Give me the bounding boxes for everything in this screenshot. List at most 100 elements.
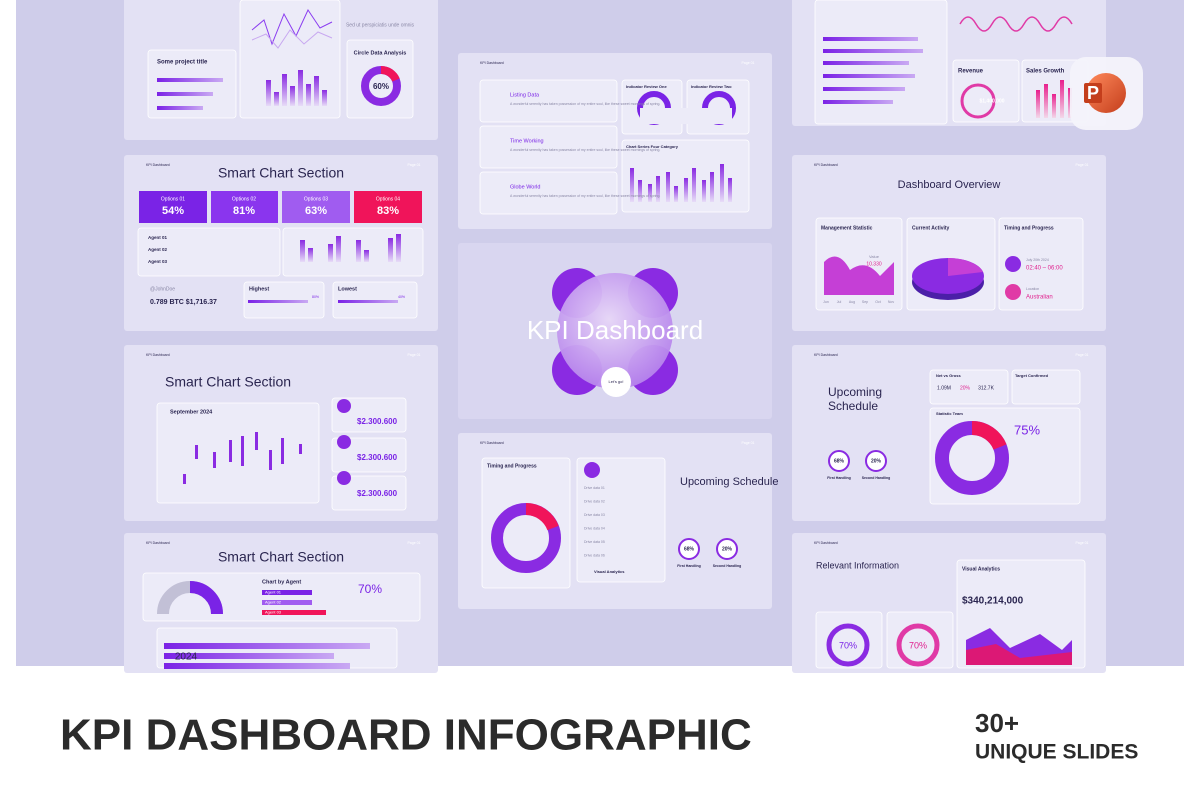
label: 70%: [909, 640, 927, 650]
label: Page 01: [407, 163, 420, 167]
label: Page 01: [1075, 353, 1088, 357]
card: [479, 171, 618, 215]
label: Visual Analytics: [962, 566, 1000, 572]
label: Drive data 02: [584, 499, 605, 503]
label: KPI Dashboard: [146, 163, 170, 167]
label: 02:40 – 06:00: [1026, 266, 1063, 272]
card: [479, 79, 618, 123]
label: Current Activity: [912, 225, 950, 231]
label: Timing and Progress: [1004, 225, 1054, 231]
cover-title: KPI Dashboard: [527, 315, 703, 345]
label: 80%: [312, 295, 319, 299]
label: KPI Dashboard: [146, 353, 170, 357]
label: 83%: [377, 205, 399, 217]
card: [137, 227, 281, 277]
slide-title: Smart Chart Section: [218, 165, 344, 181]
label: Chart by Agent: [262, 579, 301, 585]
slide-title: Dashboard Overview: [898, 179, 1001, 191]
label: 81%: [233, 205, 255, 217]
sparkline: [251, 29, 333, 49]
sparkline: [251, 8, 333, 46]
label: Second Handling: [713, 564, 742, 568]
label: Drive data 01: [584, 486, 605, 490]
label: Highest: [249, 286, 269, 292]
label: KPI Dashboard: [814, 353, 838, 357]
label: 20%: [960, 385, 971, 391]
label: KPI Dashboard: [480, 441, 504, 445]
slide-count-label: UNIQUE SLIDES: [975, 741, 1138, 764]
card: [929, 369, 1009, 405]
card: [952, 59, 1020, 123]
label: 20%: [871, 458, 882, 464]
label: Lowest: [338, 286, 357, 292]
label: Management Statistic: [821, 225, 873, 231]
label: Relevant Information: [816, 560, 899, 570]
label: Circle Data Analysis: [354, 50, 407, 56]
label: Australian: [1026, 295, 1053, 301]
label: Options 03: [304, 196, 328, 202]
label: Agent 03: [148, 259, 168, 264]
card: [331, 475, 407, 511]
label: July 20th 2024: [1026, 258, 1049, 262]
label: $2.300.600: [357, 453, 398, 462]
label: Drive data 06: [584, 553, 605, 557]
label: Page 01: [741, 441, 754, 445]
label: Jul: [837, 300, 842, 304]
label: A wonderful serenity has taken possessio…: [510, 194, 660, 198]
label: Time Working: [510, 138, 544, 144]
label: 2024: [175, 652, 198, 663]
card: [1011, 369, 1081, 405]
label: Net vs Gross: [936, 373, 961, 378]
banner-title: KPI DASHBOARD INFOGRAPHIC: [60, 711, 752, 760]
label: Jun: [823, 300, 829, 304]
label: Drive data 05: [584, 540, 605, 544]
app-icon-letter: P: [1087, 83, 1099, 103]
label: Indicator Review One: [626, 84, 667, 89]
label: 68%: [834, 458, 845, 464]
card: [331, 437, 407, 473]
card: [147, 49, 237, 119]
texts: KPI DASHBOARD INFOGRAPHIC 30+ UNIQUE SLIDE…: [60, 22, 1138, 763]
cover-button: Let's go!: [609, 379, 624, 384]
label: 40%: [398, 295, 405, 299]
label: Statistic Team: [936, 411, 963, 416]
label: 10.330: [866, 261, 882, 267]
label: Revenue: [958, 69, 984, 75]
label: Value: [869, 254, 880, 259]
label: Options 01: [161, 196, 185, 202]
label: $1,400,000: [979, 98, 1004, 104]
label: Page 01: [1075, 541, 1088, 545]
label: 1.09M: [937, 385, 951, 391]
label: Agent 02: [148, 247, 168, 252]
label: Upcoming Schedule: [680, 476, 778, 488]
label: Page 01: [1075, 163, 1088, 167]
label: Chart Series Four Category: [626, 144, 679, 149]
label: Listing Data: [510, 92, 540, 98]
label: Agent 03: [265, 610, 282, 615]
label: Nov: [888, 300, 894, 304]
label: 70%: [358, 582, 382, 596]
card: [576, 457, 666, 583]
hbars: [157, 37, 923, 669]
label: Agent 01: [265, 590, 282, 595]
label: September 2024: [170, 409, 213, 415]
label: Indicator Review Two: [691, 84, 732, 89]
bar-group: [266, 70, 732, 262]
option-boxes: [139, 191, 422, 223]
label: Location: [1026, 287, 1039, 291]
slide-title: Smart Chart Section: [218, 549, 344, 565]
slide-count: 30+: [975, 708, 1019, 738]
label: Schedule: [828, 399, 878, 413]
label: Globe World: [510, 184, 540, 190]
label: $2.300.600: [357, 489, 398, 498]
label: Options 02: [232, 196, 256, 202]
label: 60%: [373, 82, 389, 91]
label: Page 01: [741, 61, 754, 65]
label: Drive data 03: [584, 513, 605, 517]
label: 63%: [305, 205, 327, 217]
label: Target Confirmed: [1015, 373, 1049, 378]
label: Aug: [849, 300, 855, 304]
label: 20%: [722, 546, 733, 552]
